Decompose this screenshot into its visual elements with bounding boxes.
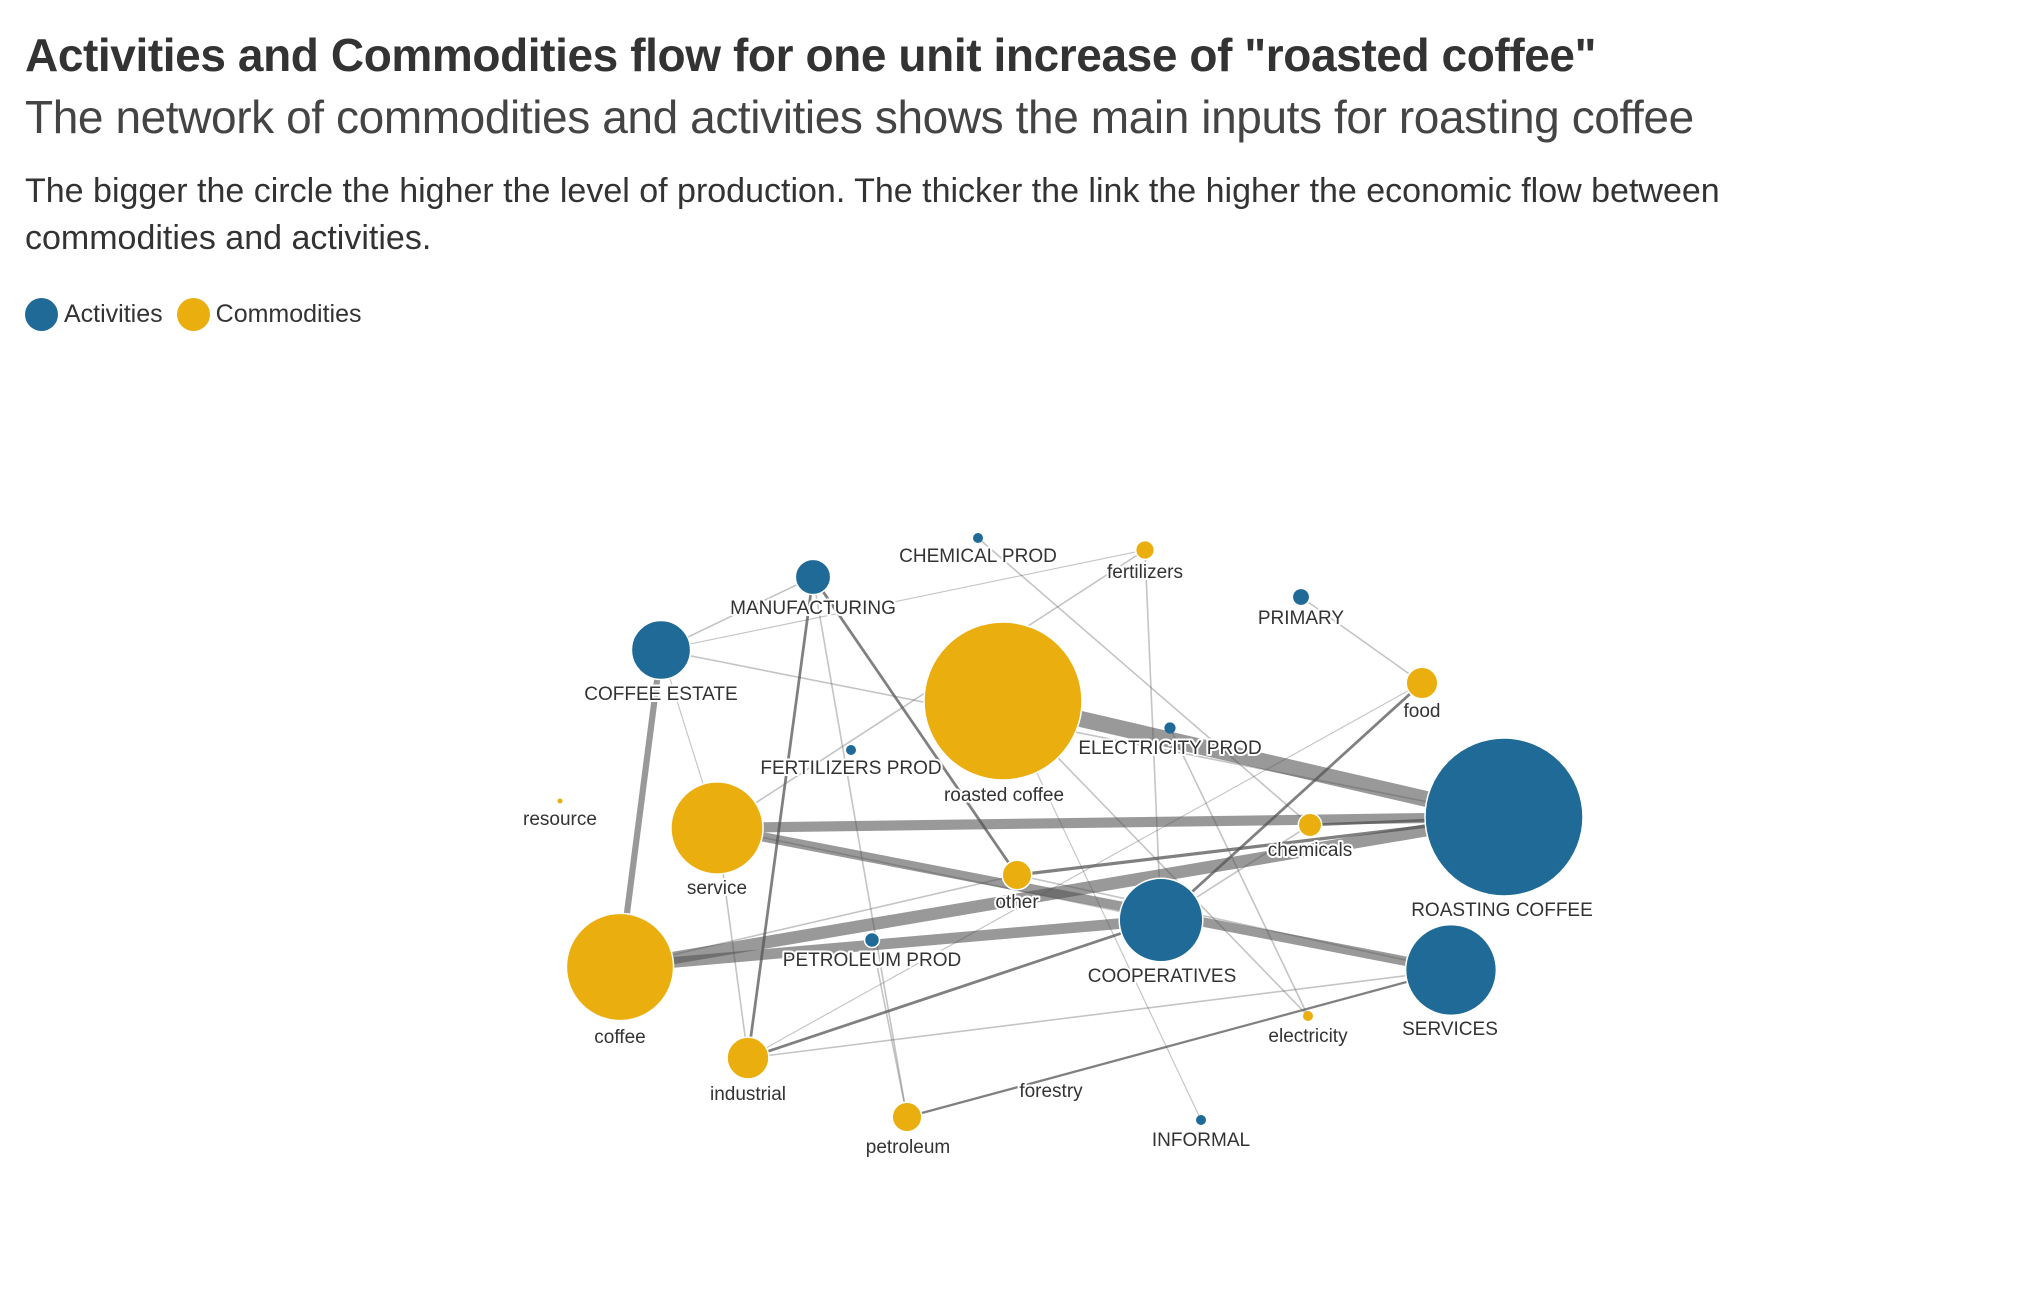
node-roasting_coffee[interactable] (1424, 737, 1584, 897)
legend: Activities Commodities (25, 298, 376, 331)
link-primary-food (1300, 596, 1423, 684)
link-other-coffee (619, 874, 1018, 968)
commodities-swatch-icon (176, 298, 210, 331)
node-label-electricity_prod: ELECTRICITY PROD (1078, 738, 1261, 759)
link-industrial-cooperatives (747, 918, 1162, 1060)
node-label-roasting_coffee: ROASTING COFFEE (1411, 900, 1593, 921)
node-label-fertilizers_prod: FERTILIZERS PROD (760, 758, 941, 779)
link-service-roasting_coffee (716, 811, 1505, 834)
link-other-roasting_coffee (1016, 815, 1505, 877)
link-fertilizers-coffee_estate (660, 549, 1146, 651)
node-label-other: other (995, 892, 1039, 913)
link-other-services (1016, 874, 1452, 971)
link-petroleum_prod-petroleum (871, 939, 908, 1118)
node-label-primary: PRIMARY (1258, 608, 1345, 629)
link-chemical_prod-chemicals (977, 537, 1311, 826)
node-petroleum_prod[interactable] (863, 931, 881, 949)
node-label-coffee_estate: COFFEE ESTATE (584, 684, 737, 705)
link-fertilizers-cooperatives (1144, 549, 1162, 921)
node-other[interactable] (1001, 859, 1033, 891)
legend-item-activities[interactable]: Activities (25, 298, 163, 331)
labels-layer: ROASTING COFFEE roasted coffee coffee servi… (521, 544, 1595, 1160)
link-petroleum-services (906, 968, 1452, 1119)
node-cooperatives[interactable] (1118, 877, 1204, 963)
activities-swatch-icon (25, 298, 58, 331)
node-label-chemical_prod: CHEMICAL PROD (899, 546, 1057, 567)
node-label-chemicals: chemicals (1268, 840, 1352, 861)
chart-description: The bigger the circle the higher the lev… (25, 172, 1720, 257)
chart-title: Activities and Commodities flow for one … (25, 29, 1597, 81)
link-roasted_coffee-roasting_coffee (1001, 693, 1506, 825)
node-label-forestry: forestry (1019, 1081, 1083, 1102)
node-roasted_coffee[interactable] (923, 621, 1083, 781)
node-label-resource: resource (523, 809, 597, 830)
link-service-cooperatives (716, 827, 1162, 921)
node-electricity[interactable] (1303, 1011, 1313, 1021)
node-chemicals[interactable] (1297, 812, 1323, 838)
legend-label-activities: Activities (64, 300, 163, 328)
link-manufacturing-petroleum (812, 576, 908, 1118)
node-electricity_prod[interactable] (1164, 722, 1176, 734)
legend-label-commodities: Commodities (215, 300, 362, 328)
node-coffee_estate[interactable] (630, 619, 692, 681)
node-food[interactable] (1405, 666, 1439, 700)
link-coffee_estate-roasting_coffee (660, 649, 1505, 818)
node-label-informal: INFORMAL (1152, 1130, 1250, 1151)
node-label-cooperatives: COOPERATIVES (1088, 966, 1237, 987)
node-industrial[interactable] (726, 1036, 770, 1080)
node-manufacturing[interactable] (794, 558, 832, 596)
node-primary[interactable] (1291, 587, 1311, 607)
node-fertilizers_prod[interactable] (846, 745, 856, 755)
node-label-fertilizers: fertilizers (1107, 562, 1183, 583)
node-label-industrial: industrial (710, 1084, 786, 1105)
link-manufacturing-industrial (746, 576, 815, 1059)
node-chemical_prod[interactable] (973, 533, 983, 543)
node-label-food: food (1404, 701, 1441, 722)
link-coffee-cooperatives (619, 914, 1162, 973)
node-resource[interactable] (557, 798, 563, 804)
link-service-services (716, 823, 1452, 975)
node-label-roasted_coffee: roasted coffee (944, 785, 1064, 806)
link-food-industrial (747, 682, 1423, 1059)
node-label-manufacturing: MANUFACTURING (730, 598, 896, 619)
node-informal[interactable] (1196, 1115, 1206, 1125)
node-services[interactable] (1404, 923, 1498, 1017)
node-label-petroleum_prod: PETROLEUM PROD (783, 950, 961, 971)
link-industrial-services (747, 969, 1452, 1059)
node-service[interactable] (670, 781, 764, 875)
node-label-petroleum: petroleum (866, 1137, 951, 1158)
node-label-electricity: electricity (1268, 1026, 1348, 1047)
node-label-services: SERVICES (1402, 1019, 1498, 1040)
chart-subtitle: The network of commodities and activitie… (25, 91, 1694, 143)
node-fertilizers[interactable] (1134, 539, 1156, 561)
link-food-cooperatives (1160, 681, 1423, 922)
link-electricity_prod-electricity (1169, 727, 1309, 1017)
link-manufacturing-other (811, 576, 1019, 876)
node-petroleum[interactable] (891, 1101, 923, 1133)
node-coffee[interactable] (565, 912, 675, 1022)
nodes-layer (557, 533, 1584, 1133)
node-label-service: service (687, 878, 747, 899)
node-label-coffee: coffee (594, 1027, 645, 1048)
legend-item-commodities[interactable]: Commodities (176, 298, 362, 331)
